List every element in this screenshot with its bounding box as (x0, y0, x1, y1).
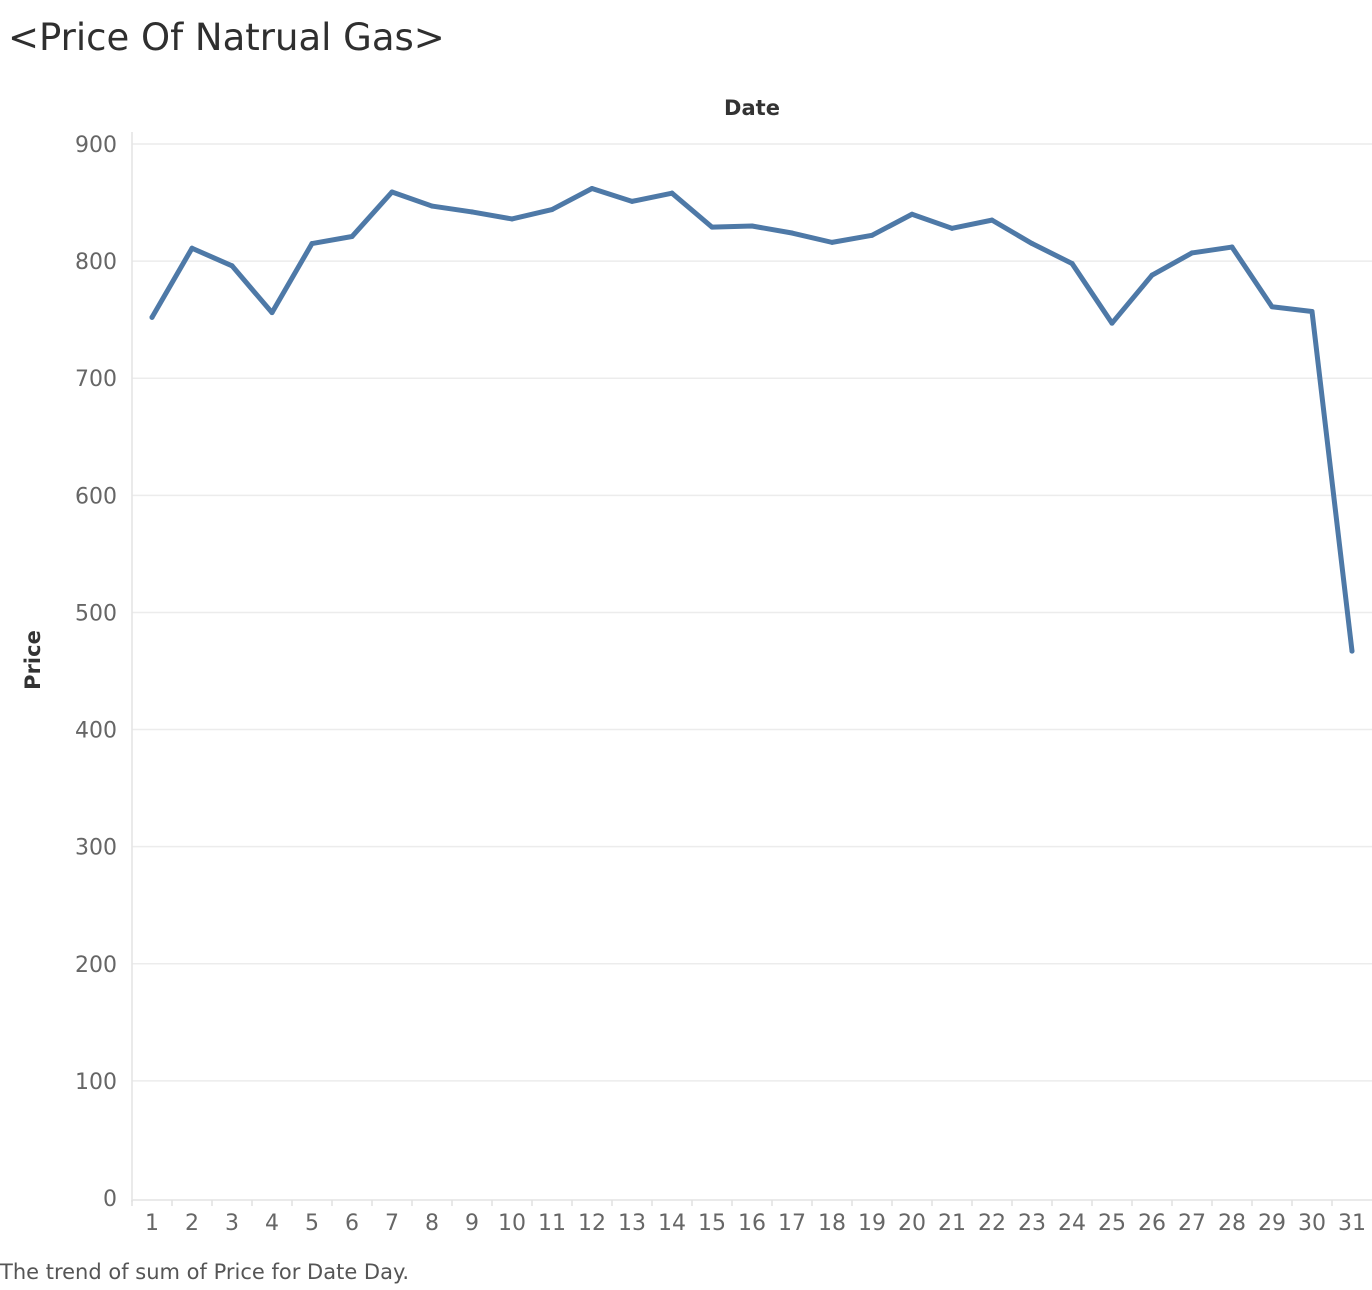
x-tick-label: 28 (1218, 1211, 1246, 1236)
data-point (229, 263, 235, 269)
y-tick-label: 600 (75, 484, 117, 509)
x-tick-label: 1 (145, 1211, 159, 1236)
x-tick-label: 31 (1338, 1211, 1366, 1236)
y-tick-label: 0 (103, 1187, 117, 1212)
x-tick-label: 29 (1258, 1211, 1286, 1236)
x-tick-label: 5 (305, 1211, 319, 1236)
x-tick-label: 6 (345, 1211, 359, 1236)
data-point (949, 225, 955, 231)
x-tick-label: 19 (858, 1211, 886, 1236)
y-tick-label: 200 (75, 953, 117, 978)
data-point (1229, 244, 1235, 250)
series-line (149, 186, 1355, 654)
y-axis-title: Price (21, 630, 45, 690)
data-point (829, 239, 835, 245)
x-tick-label: 26 (1138, 1211, 1166, 1236)
data-point (589, 186, 595, 192)
x-tick-label: 7 (385, 1211, 399, 1236)
x-tick-label: 11 (538, 1211, 566, 1236)
y-tick-label: 400 (75, 719, 117, 744)
y-tick-label: 500 (75, 601, 117, 626)
chart-caption: The trend of sum of Price for Date Day. (0, 1260, 410, 1284)
x-tick-label: 2 (185, 1211, 199, 1236)
y-tick-label: 300 (75, 836, 117, 861)
x-tick-label: 13 (618, 1211, 646, 1236)
data-point (989, 217, 995, 223)
data-point (269, 310, 275, 316)
x-tick-label: 10 (498, 1211, 526, 1236)
data-point (509, 216, 515, 222)
data-point (749, 223, 755, 229)
x-tick-label: 8 (425, 1211, 439, 1236)
x-tick-label: 18 (818, 1211, 846, 1236)
data-point (549, 207, 555, 213)
data-point (1109, 320, 1115, 326)
x-axis-title: Date (724, 96, 780, 120)
x-tick-label: 17 (778, 1211, 806, 1236)
y-tick-label: 900 (75, 133, 117, 158)
chart-title: <Price Of Natrual Gas> (8, 16, 445, 59)
data-point (1189, 250, 1195, 256)
data-point (149, 314, 155, 320)
data-point (1309, 308, 1315, 314)
data-point (309, 241, 315, 247)
x-tick-label: 22 (978, 1211, 1006, 1236)
data-point (349, 234, 355, 240)
x-tick-label: 21 (938, 1211, 966, 1236)
data-point (189, 245, 195, 251)
x-tick-label: 23 (1018, 1211, 1046, 1236)
x-tick-label: 3 (225, 1211, 239, 1236)
x-tick-label: 20 (898, 1211, 926, 1236)
data-point (1149, 272, 1155, 278)
gridlines (132, 143, 1372, 1082)
series-group (149, 186, 1355, 654)
data-point (1269, 304, 1275, 310)
x-tick-label: 25 (1098, 1211, 1126, 1236)
data-point (909, 211, 915, 217)
y-tick-label: 700 (75, 367, 117, 392)
data-point (1069, 260, 1075, 266)
data-point (429, 203, 435, 209)
x-tick-label: 4 (265, 1211, 279, 1236)
data-point (669, 190, 675, 196)
y-tick-label: 800 (75, 250, 117, 275)
x-axis-ticks: 1 2 3 4 5 6 7 8 9 10 11 12 13 14 15 16 17 18 19 20 21 22 23 24 2… (131, 1200, 1366, 1236)
x-tick-label: 30 (1298, 1211, 1326, 1236)
data-point (869, 232, 875, 238)
x-tick-label: 12 (578, 1211, 606, 1236)
data-point (709, 224, 715, 230)
data-point (469, 209, 475, 215)
x-tick-label: 9 (465, 1211, 479, 1236)
x-tick-label: 16 (738, 1211, 766, 1236)
x-tick-label: 15 (698, 1211, 726, 1236)
data-point (629, 198, 635, 204)
x-tick-label: 24 (1058, 1211, 1086, 1236)
y-axis-ticks: 0 100 200 300 400 500 600 700 800 900 (75, 133, 117, 1212)
axes (131, 132, 1372, 1202)
y-tick-label: 100 (75, 1070, 117, 1095)
x-tick-label: 14 (658, 1211, 686, 1236)
data-point (389, 189, 395, 195)
x-tick-label: 27 (1178, 1211, 1206, 1236)
data-point (789, 230, 795, 236)
data-point (1349, 648, 1355, 654)
data-point (1029, 241, 1035, 247)
